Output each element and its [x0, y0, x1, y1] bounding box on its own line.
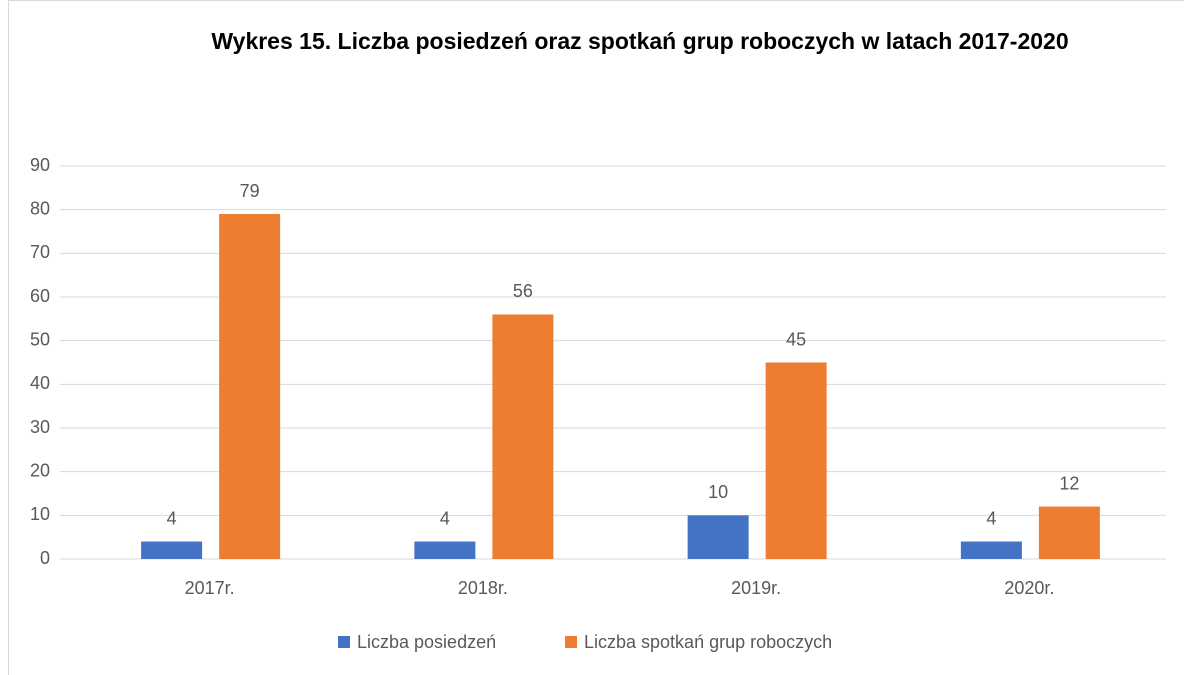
chart-title: Wykres 15. Liczba posiedzeń oraz spotkań…	[211, 28, 1069, 54]
bar	[141, 541, 203, 559]
y-tick-label: 60	[30, 286, 50, 306]
x-tick-label: 2017r.	[185, 578, 235, 598]
bar	[414, 541, 476, 559]
legend-label: Liczba posiedzeń	[357, 632, 496, 652]
legend-swatch	[565, 636, 577, 648]
data-label: 4	[440, 508, 450, 528]
data-label: 10	[708, 482, 728, 502]
legend-swatch	[338, 636, 350, 648]
data-label: 79	[240, 181, 260, 201]
bar	[492, 314, 554, 559]
bar	[1038, 506, 1100, 559]
y-tick-label: 40	[30, 373, 50, 393]
y-tick-label: 80	[30, 198, 50, 218]
data-label: 56	[513, 281, 533, 301]
bar	[219, 214, 281, 560]
y-tick-label: 30	[30, 417, 50, 437]
legend-label: Liczba spotkań grup roboczych	[584, 632, 832, 652]
x-tick-label: 2020r.	[1004, 578, 1054, 598]
x-tick-label: 2019r.	[731, 578, 781, 598]
y-tick-label: 90	[30, 155, 50, 175]
x-tick-label: 2018r.	[458, 578, 508, 598]
y-tick-label: 0	[40, 548, 50, 568]
y-tick-label: 50	[30, 329, 50, 349]
chart-border	[8, 0, 1184, 675]
data-label: 12	[1059, 473, 1079, 493]
bar	[960, 541, 1022, 559]
data-label: 4	[167, 508, 177, 528]
data-label: 4	[986, 508, 996, 528]
y-tick-label: 70	[30, 242, 50, 262]
y-tick-label: 10	[30, 504, 50, 524]
data-label: 45	[786, 329, 806, 349]
y-tick-label: 20	[30, 460, 50, 480]
bar	[765, 362, 827, 559]
bar	[687, 515, 749, 559]
